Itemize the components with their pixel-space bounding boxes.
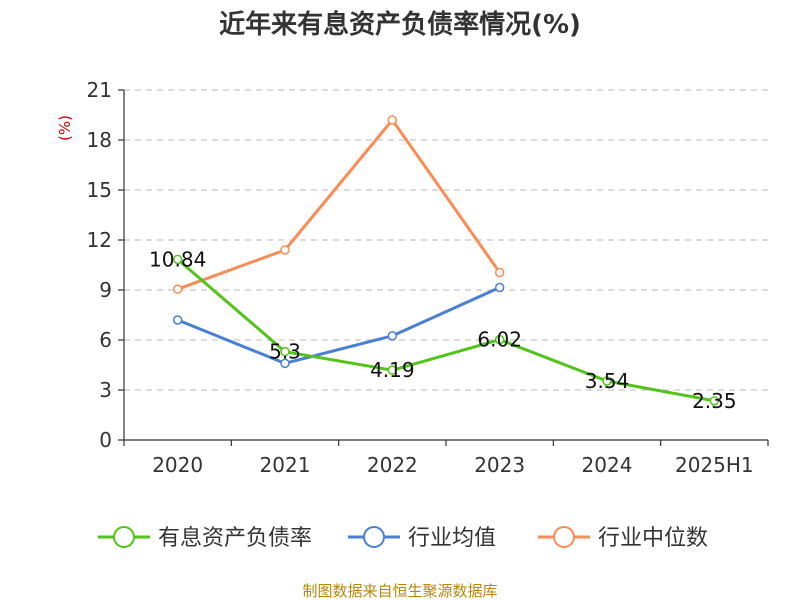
data-point xyxy=(494,282,505,293)
series-lines xyxy=(172,115,720,406)
series-2 xyxy=(172,282,505,369)
y-tick-label: 12 xyxy=(87,228,112,252)
data-point xyxy=(387,115,398,125)
data-point xyxy=(172,254,183,265)
data-point xyxy=(172,284,183,294)
axes: 0 3 6 9 12 15 18 21 2020 2021 2022 2023 2024 2025H1 xyxy=(87,78,769,477)
data-point xyxy=(494,267,505,278)
data-labels: 10.84 5.3 4.19 6.02 3.54 2.35 xyxy=(149,247,737,413)
data-point xyxy=(387,331,398,341)
legend-item-2[interactable]: 行业均值 xyxy=(348,526,496,551)
legend-label: 行业均值 xyxy=(408,526,496,551)
y-tick-label: 18 xyxy=(87,128,112,152)
x-tick-label: 2023 xyxy=(474,453,525,477)
x-tick-label: 2021 xyxy=(260,453,311,477)
series-1 xyxy=(172,254,720,406)
data-label: 6.02 xyxy=(477,328,522,352)
legend-label: 有息资产负债率 xyxy=(158,526,312,551)
grid-lines xyxy=(124,89,768,391)
series-line xyxy=(176,258,715,403)
y-tick-label: 6 xyxy=(99,328,112,352)
data-point xyxy=(494,334,505,345)
y-tick-label: 15 xyxy=(87,178,112,202)
data-label: 2.35 xyxy=(692,389,737,413)
series-3 xyxy=(172,115,505,294)
x-tick-label: 2022 xyxy=(367,453,418,477)
source-note: 制图数据来自恒生聚源数据库 xyxy=(302,582,497,600)
legend-item-3[interactable]: 行业中位数 xyxy=(538,526,708,551)
y-tick-label: 21 xyxy=(87,78,112,102)
y-tick-label: 9 xyxy=(99,278,112,302)
x-tick-label: 2024 xyxy=(582,453,633,477)
data-label: 3.54 xyxy=(585,369,630,393)
legend-marker xyxy=(553,526,575,548)
x-tick-label: 2020 xyxy=(152,453,203,477)
y-tick-label: 0 xyxy=(99,428,112,452)
data-point xyxy=(280,358,290,369)
data-label: 4.19 xyxy=(370,358,415,382)
data-point xyxy=(709,396,720,406)
data-point xyxy=(172,315,183,325)
legend-label: 行业中位数 xyxy=(598,526,708,551)
data-point xyxy=(387,365,398,375)
y-tick-label: 3 xyxy=(99,378,112,402)
data-label: 5.3 xyxy=(269,340,301,364)
data-point xyxy=(280,245,290,255)
y-axis-unit: (%) xyxy=(56,115,74,141)
legend-marker xyxy=(363,526,385,548)
chart-title: 近年来有息资产负债率情况(%) xyxy=(219,9,581,40)
data-point xyxy=(280,346,290,357)
legend-marker xyxy=(113,526,135,548)
data-label: 10.84 xyxy=(149,247,206,271)
x-tick-label: 2025H1 xyxy=(675,453,754,477)
legend-item-1[interactable]: 有息资产负债率 xyxy=(98,526,312,551)
data-point xyxy=(602,376,612,386)
series-line xyxy=(177,286,501,365)
series-line xyxy=(177,118,501,291)
legend[interactable]: 有息资产负债率 行业均值 行业中位数 xyxy=(98,526,708,551)
